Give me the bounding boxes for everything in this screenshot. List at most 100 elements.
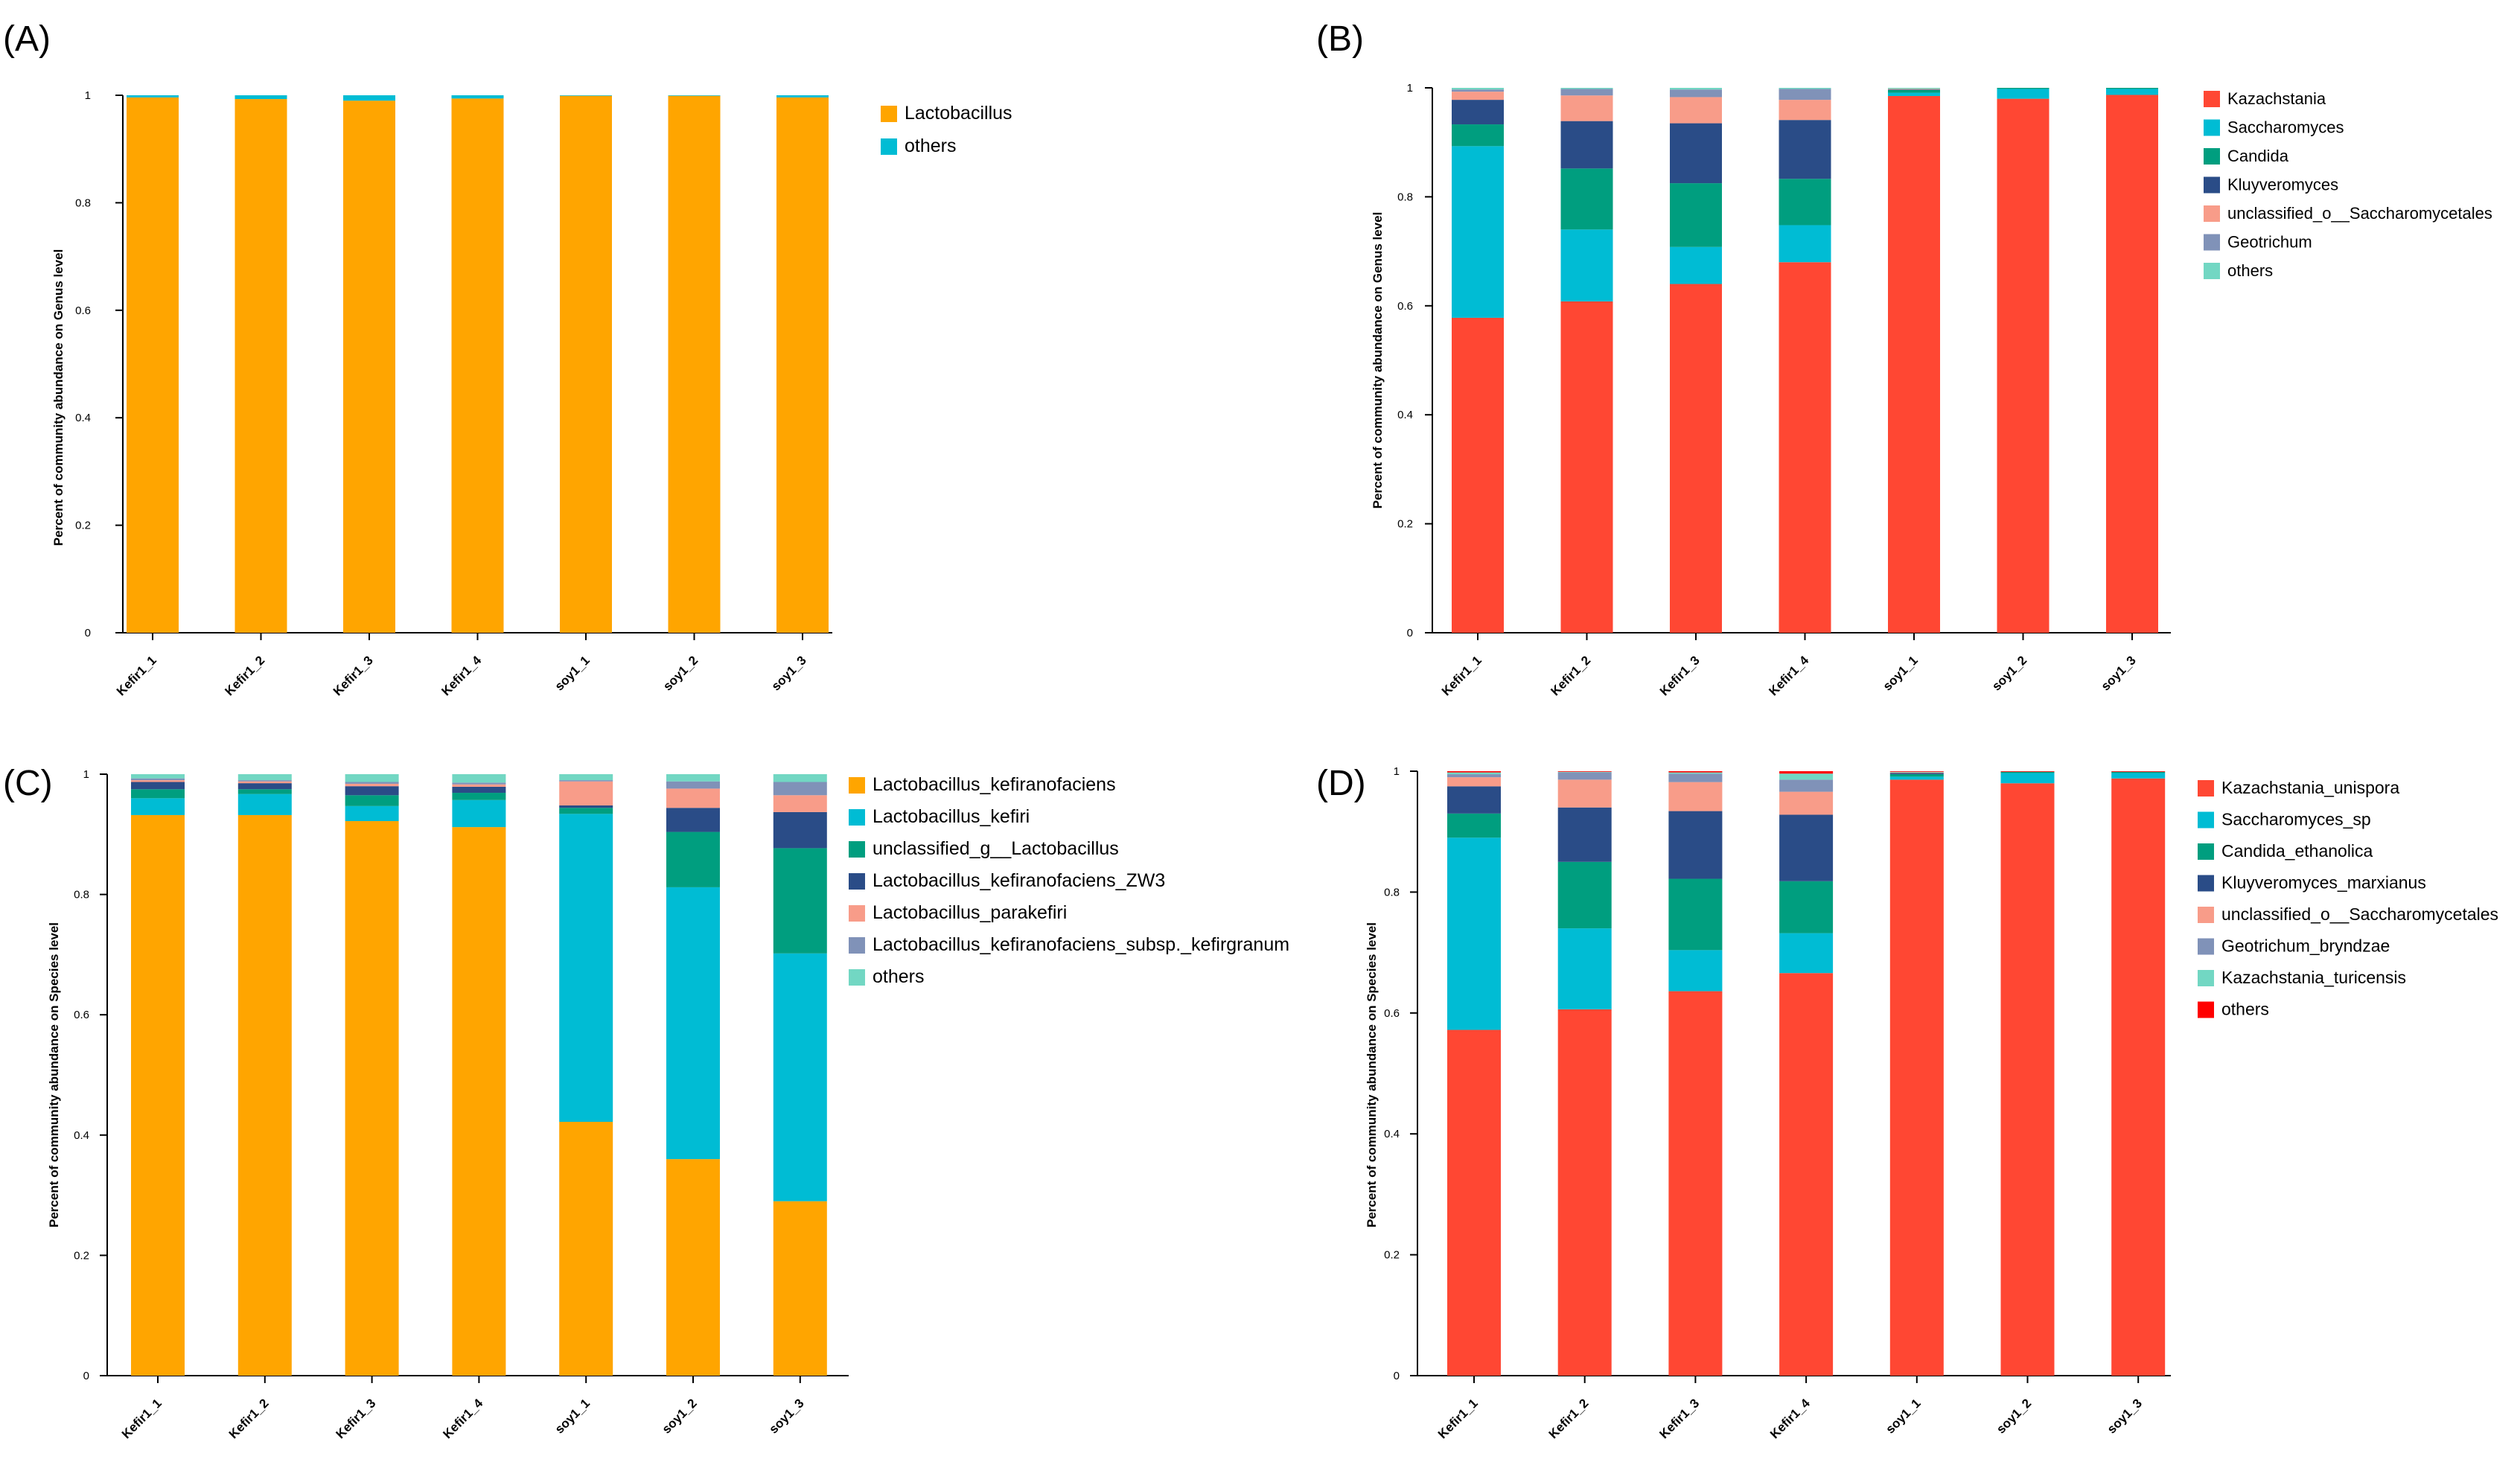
x-tick-label: Kefir1_2 <box>226 1396 272 1441</box>
legend-swatch-candida <box>2204 148 2220 165</box>
bar-segment-lactobacillus-parakefiri-soy1-2 <box>666 788 720 808</box>
bar-segment-others-kefir1-3 <box>1668 771 1723 773</box>
panel-label: (D) <box>1316 764 1366 803</box>
bar-segment-kluyveromyces-kefir1-4 <box>1779 120 1831 179</box>
bar-segment-others-kefir1-4 <box>1779 771 1834 774</box>
bar-segment-kluyveromyces-marxianus-kefir1-3 <box>1668 811 1723 879</box>
x-tick-label: Kefir1_1 <box>119 1396 165 1441</box>
bar-segment-candida-kefir1-4 <box>1779 179 1831 226</box>
y-tick-label: 0 <box>1407 627 1413 639</box>
bar-segment-kazachstania-kefir1-1 <box>1452 317 1504 633</box>
legend-label: Geotrichum_bryndzae <box>2221 936 2390 956</box>
y-tick-label: 0.8 <box>75 197 91 209</box>
y-tick-label: 0.8 <box>74 889 89 901</box>
bar-segment-saccharomyces-soy1-2 <box>1997 89 2050 99</box>
legend-swatch-lactobacillus-kefiranofaciens-subsp-kefirgranum <box>849 937 865 954</box>
y-tick-label: 0.2 <box>75 520 91 532</box>
legend-swatch-geotrichum <box>2204 234 2220 251</box>
bar-segment-kazachstania-unispora-soy1-2 <box>2000 783 2055 1376</box>
y-axis-title: Percent of community abundance on Genus … <box>1371 212 1385 509</box>
legend-label: Saccharomyces <box>2227 118 2344 137</box>
bar-segment-geotrichum-kefir1-4 <box>1779 89 1831 100</box>
legend: Lactobacillus others <box>881 103 1012 156</box>
bar-segment-lactobacillus-kefiri-kefir1-4 <box>452 799 506 828</box>
bar-segment-saccharomyces-sp-soy1-3 <box>2111 773 2166 779</box>
x-tick-label: soy1_3 <box>769 653 809 693</box>
bar-segment-others-kefir1-2 <box>1560 88 1613 89</box>
legend-swatch-lactobacillus-kefiranofaciens <box>849 777 865 794</box>
x-tick-label: soy1_2 <box>660 1396 700 1436</box>
x-tick-label: Kefir1_4 <box>1767 1396 1813 1441</box>
y-tick-label: 0.6 <box>75 304 91 317</box>
bar-segment-candida-ethanolica-kefir1-1 <box>1447 813 1501 838</box>
legend-swatch-others <box>2204 263 2220 279</box>
bar-segment-unclassified-g-lactobacillus-soy1-1 <box>559 808 613 814</box>
x-tick-label: soy1_2 <box>1994 1396 2034 1436</box>
x-tick-label: Kefir1_4 <box>440 1396 485 1441</box>
bar-segment-candida-ethanolica-kefir1-3 <box>1668 878 1723 951</box>
legend-swatch-lactobacillus-parakefiri <box>849 905 865 922</box>
bar-segment-kazachstania-turicensis-kefir1-4 <box>1779 773 1834 780</box>
y-tick-label: 0.2 <box>74 1249 89 1262</box>
x-tick-label: soy1_1 <box>1883 1396 1923 1436</box>
bar-segment-saccharomyces-soy1-1 <box>1888 92 1940 96</box>
bar-segment-kazachstania-turicensis-soy1-1 <box>1889 771 1944 773</box>
y-tick-label: 0 <box>85 627 91 639</box>
bar-segment-kazachstania-turicensis-kefir1-1 <box>1447 772 1501 775</box>
legend-label: Lactobacillus_parakefiri <box>873 902 1067 923</box>
bar-segment-kazachstania-kefir1-2 <box>1560 301 1613 633</box>
bar-segment-lactobacillus-kefiranofaciens-zw3-soy1-3 <box>773 811 827 849</box>
bar-segment-saccharomyces-sp-kefir1-3 <box>1668 950 1723 992</box>
panel-label: (A) <box>3 19 51 59</box>
legend-label: Lactobacillus_kefiranofaciens_ZW3 <box>873 870 1165 891</box>
legend-label: unclassified_o__Saccharomycetales <box>2227 204 2492 223</box>
x-tick-label: soy1_1 <box>552 1396 593 1436</box>
legend-swatch-lactobacillus <box>881 106 897 122</box>
bar-segment-kluyveromyces-marxianus-kefir1-2 <box>1557 807 1612 862</box>
x-tick-label: Kefir1_3 <box>334 1396 379 1441</box>
bar-segment-lactobacillus-parakefiri-soy1-1 <box>559 781 613 806</box>
bar-segment-lactobacillus-kefiranofaciens-zw3-kefir1-2 <box>237 783 292 790</box>
legend-label: Candida_ethanolica <box>2221 841 2373 861</box>
bar-segment-kazachstania-turicensis-kefir1-3 <box>1668 772 1723 774</box>
bar-segment-lactobacillus-parakefiri-kefir1-1 <box>131 780 185 782</box>
x-tick-label: Kefir1_2 <box>1546 1396 1592 1441</box>
chart-panel-3: (D) 0 0.2 0.4 0.6 0.8 1 Percent of community ab… <box>1316 764 2498 1441</box>
legend: Kazachstania_unispora Saccharomyces_sp Can… <box>2198 778 2498 1019</box>
bar-segment-lactobacillus-kefiri-kefir1-1 <box>131 798 185 815</box>
y-tick-label: 0.4 <box>1397 409 1413 421</box>
x-tick-label: soy1_3 <box>766 1396 806 1436</box>
bar-segment-lactobacillus-parakefiri-kefir1-4 <box>452 784 506 787</box>
bar-segment-kazachstania-unispora-soy1-3 <box>2111 778 2166 1376</box>
bar-segment-geotrichum-bryndzae-kefir1-4 <box>1779 779 1834 792</box>
bar-segment-candida-kefir1-1 <box>1452 124 1504 147</box>
bar-segment-lactobacillus-kefiri-soy1-3 <box>773 953 827 1201</box>
legend-label: others <box>905 135 956 156</box>
bar-segment-lactobacillus-kefiranofaciens-zw3-soy1-1 <box>559 805 613 808</box>
bar-segment-others-soy1-1 <box>1889 771 1944 772</box>
bar-segment-lactobacillus-kefiranofaciens-zw3-kefir1-4 <box>452 786 506 794</box>
legend-swatch-saccharomyces-sp <box>2198 811 2214 829</box>
bar-segment-unclassified-g-lactobacillus-kefir1-4 <box>452 793 506 800</box>
y-tick-label: 0 <box>1394 1370 1400 1382</box>
bar-segment-kluyveromyces-soy1-1 <box>1888 89 1940 90</box>
bar-segment-candida-soy1-1 <box>1888 89 1940 93</box>
legend-label: Candida <box>2227 147 2289 165</box>
legend-label: Lactobacillus_kefiranofaciens <box>873 774 1116 795</box>
bar-segment-lactobacillus-kefiranofaciens-zw3-kefir1-3 <box>345 786 399 796</box>
legend-swatch-others <box>2198 1001 2214 1018</box>
bar-segment-lactobacillus-kefiri-kefir1-2 <box>237 794 292 815</box>
chart-panel-1: (B) 0 0.2 0.4 0.6 0.8 1 Percent of community ab… <box>1316 19 2492 698</box>
chart-panel-2: (C) 0 0.2 0.4 0.6 0.8 1 Percent of community ab… <box>3 764 1289 1441</box>
x-tick-label: soy1_1 <box>552 653 593 693</box>
y-tick-label: 0.4 <box>75 412 91 424</box>
legend-label: Kazachstania_turicensis <box>2221 968 2406 987</box>
bar-segment-geotrichum-kefir1-2 <box>1560 89 1613 96</box>
bar-segment-lactobacillus-kefiranofaciens-subsp-kefirgranum-soy1-3 <box>773 782 827 796</box>
bar-segment-geotrichum-bryndzae-kefir1-3 <box>1668 773 1723 782</box>
bar-segment-saccharomyces-sp-soy1-2 <box>2000 773 2055 784</box>
bar-segment-others-kefir1-4 <box>451 95 504 99</box>
bar-segment-kazachstania-unispora-kefir1-3 <box>1668 991 1723 1376</box>
legend-swatch-kazachstania <box>2204 91 2220 107</box>
